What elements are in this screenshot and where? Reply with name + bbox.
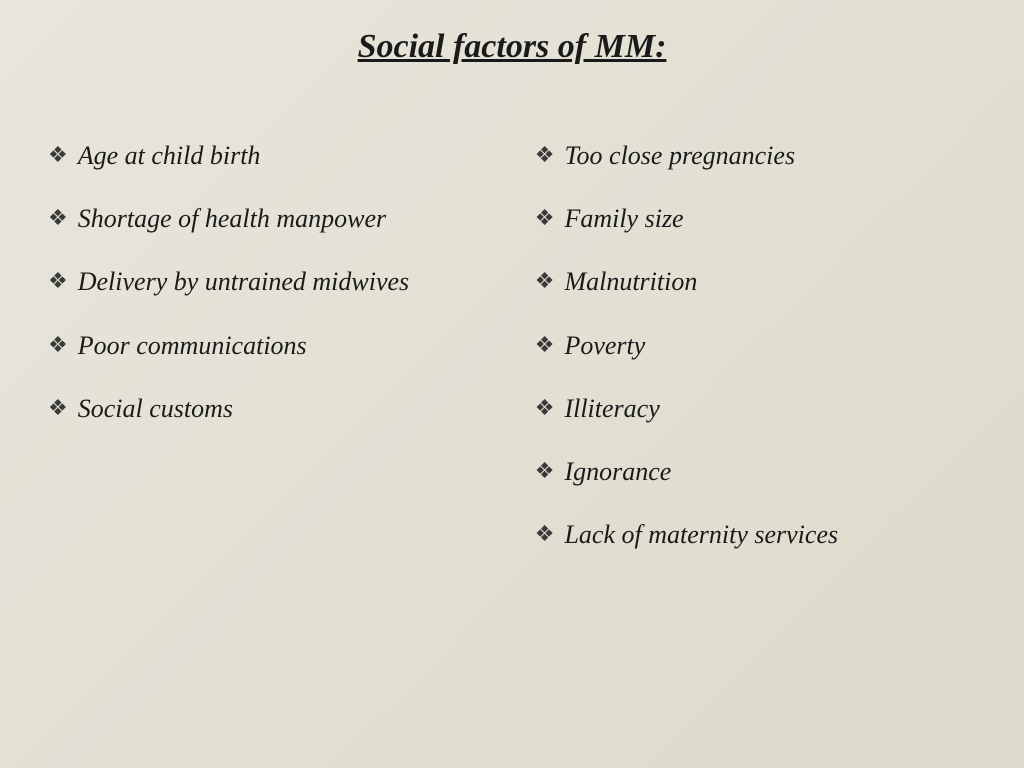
list-item: ❖ Delivery by untrained midwives	[48, 266, 535, 297]
slide: Social factors of MM: ❖ Age at child birt…	[0, 0, 1024, 768]
list-item-text: Shortage of health manpower	[78, 203, 386, 234]
bullet-icon: ❖	[535, 203, 555, 234]
list-item: ❖ Age at child birth	[48, 140, 535, 171]
bullet-icon: ❖	[535, 456, 555, 487]
list-item-text: Poverty	[564, 330, 645, 361]
list-item-text: Delivery by untrained midwives	[78, 266, 409, 297]
list-item: ❖ Malnutrition	[535, 266, 984, 297]
bullet-icon: ❖	[48, 140, 68, 171]
list-item: ❖ Shortage of health manpower	[48, 203, 535, 234]
list-item: ❖ Ignorance	[535, 456, 984, 487]
bullet-icon: ❖	[535, 393, 555, 424]
list-item-text: Poor communications	[78, 330, 307, 361]
bullet-icon: ❖	[48, 266, 68, 297]
content-columns: ❖ Age at child birth ❖ Shortage of health …	[48, 140, 984, 582]
left-column: ❖ Age at child birth ❖ Shortage of health …	[48, 140, 535, 582]
bullet-icon: ❖	[535, 330, 555, 361]
bullet-icon: ❖	[535, 140, 555, 171]
list-item: ❖ Too close pregnancies	[535, 140, 984, 171]
right-list: ❖ Too close pregnancies ❖ Family size ❖ Mal…	[535, 140, 984, 550]
list-item: ❖ Poverty	[535, 330, 984, 361]
bullet-icon: ❖	[535, 519, 555, 550]
bullet-icon: ❖	[48, 203, 68, 234]
list-item: ❖ Lack of maternity services	[535, 519, 984, 550]
list-item-text: Illiteracy	[564, 393, 659, 424]
list-item: ❖ Family size	[535, 203, 984, 234]
list-item: ❖ Illiteracy	[535, 393, 984, 424]
list-item-text: Social customs	[78, 393, 233, 424]
bullet-icon: ❖	[48, 393, 68, 424]
list-item-text: Too close pregnancies	[564, 140, 795, 171]
list-item: ❖ Social customs	[48, 393, 535, 424]
list-item-text: Family size	[564, 203, 683, 234]
right-column: ❖ Too close pregnancies ❖ Family size ❖ Mal…	[535, 140, 984, 582]
list-item-text: Malnutrition	[564, 266, 697, 297]
left-list: ❖ Age at child birth ❖ Shortage of health …	[48, 140, 535, 424]
slide-title: Social factors of MM:	[0, 28, 1024, 66]
list-item-text: Lack of maternity services	[564, 519, 838, 550]
bullet-icon: ❖	[535, 266, 555, 297]
list-item-text: Age at child birth	[78, 140, 261, 171]
list-item: ❖ Poor communications	[48, 330, 535, 361]
bullet-icon: ❖	[48, 330, 68, 361]
list-item-text: Ignorance	[564, 456, 671, 487]
